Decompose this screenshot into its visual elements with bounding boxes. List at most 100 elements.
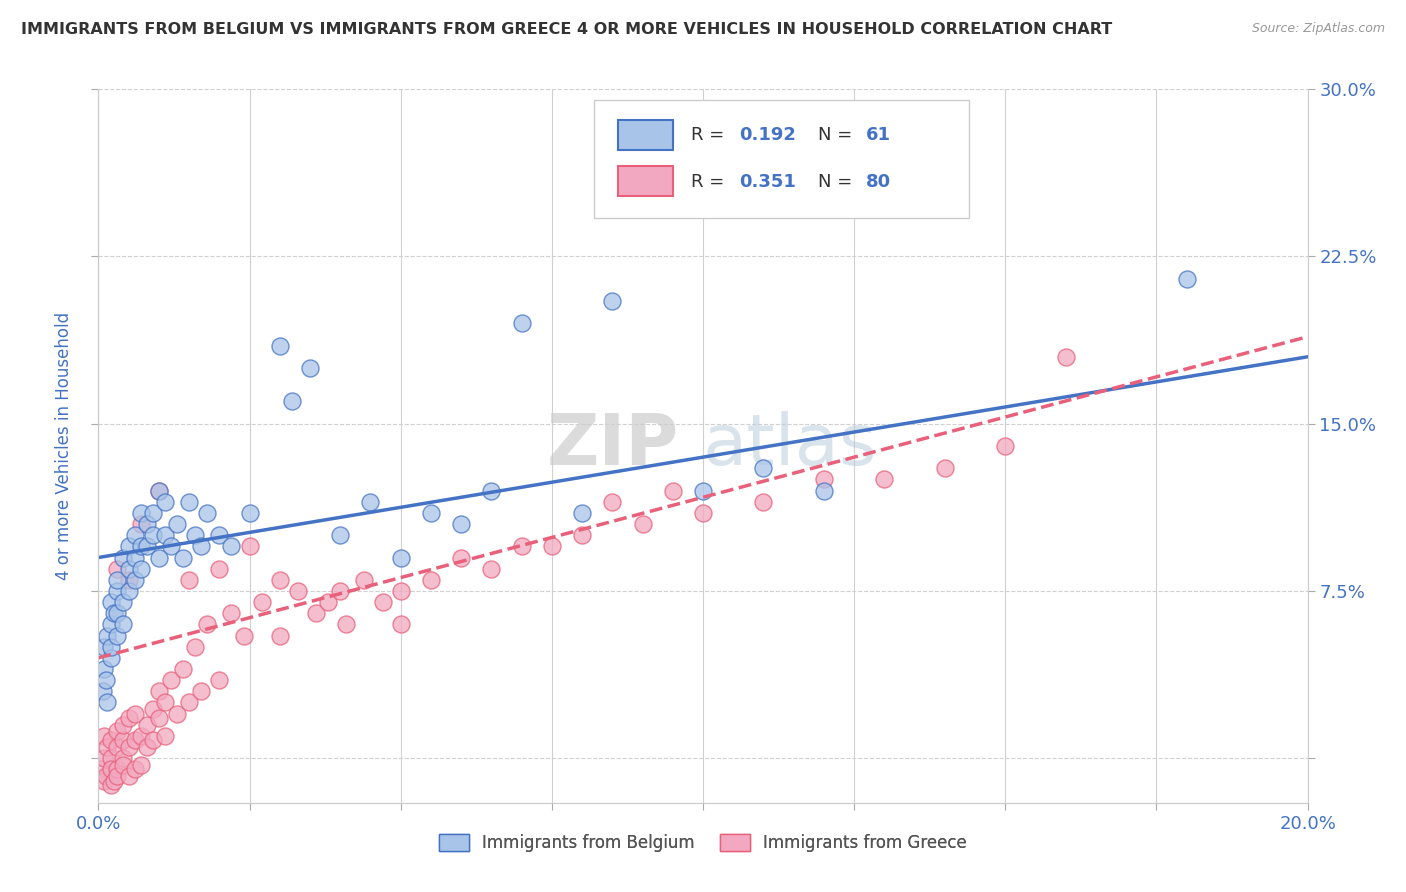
Point <box>208 673 231 687</box>
Text: ZIP: ZIP <box>547 411 679 481</box>
Point <box>813 483 835 498</box>
Point <box>118 711 141 725</box>
Point <box>100 762 122 776</box>
Point <box>195 617 218 632</box>
Point <box>329 528 352 542</box>
Point <box>142 733 165 747</box>
Point <box>103 607 125 621</box>
Point <box>269 338 291 352</box>
Point <box>166 706 188 721</box>
Point <box>371 595 394 609</box>
Point <box>153 729 176 743</box>
Point <box>481 483 503 498</box>
Point <box>934 461 956 475</box>
Point <box>148 483 170 498</box>
Point <box>221 539 243 553</box>
Point <box>129 506 152 520</box>
Point <box>100 778 122 792</box>
Point <box>172 550 194 565</box>
Y-axis label: 4 or more Vehicles in Household: 4 or more Vehicles in Household <box>55 312 73 580</box>
Point <box>111 617 134 632</box>
Point <box>281 394 304 409</box>
Point <box>111 717 134 731</box>
Point <box>142 506 165 520</box>
FancyBboxPatch shape <box>619 166 672 196</box>
Point <box>510 316 533 330</box>
Point <box>450 550 472 565</box>
Point <box>96 696 118 710</box>
Point <box>96 740 118 755</box>
Point <box>195 506 218 520</box>
Point <box>571 506 593 520</box>
Point <box>111 751 134 765</box>
Point <box>93 729 115 743</box>
Point <box>93 773 115 788</box>
Point <box>190 684 212 698</box>
Text: N =: N = <box>818 126 858 144</box>
Point <box>100 751 122 765</box>
Point <box>148 483 170 498</box>
Point <box>111 733 134 747</box>
Point <box>316 595 339 609</box>
Point <box>540 539 562 553</box>
Point <box>160 539 183 553</box>
Point <box>135 717 157 731</box>
Point <box>389 617 412 632</box>
Point <box>129 758 152 772</box>
Point <box>287 583 309 598</box>
Point <box>100 640 122 654</box>
Point <box>93 640 115 654</box>
Point <box>250 595 273 609</box>
Point <box>172 662 194 676</box>
Point <box>135 516 157 531</box>
Text: IMMIGRANTS FROM BELGIUM VS IMMIGRANTS FROM GREECE 4 OR MORE VEHICLES IN HOUSEHOL: IMMIGRANTS FROM BELGIUM VS IMMIGRANTS FR… <box>21 22 1112 37</box>
Point <box>105 562 128 576</box>
Point <box>329 583 352 598</box>
Text: N =: N = <box>818 173 858 191</box>
Point <box>221 607 243 621</box>
Point <box>335 617 357 632</box>
Point <box>100 617 122 632</box>
Point <box>160 673 183 687</box>
Legend: Immigrants from Belgium, Immigrants from Greece: Immigrants from Belgium, Immigrants from… <box>432 827 974 859</box>
Text: 61: 61 <box>866 126 891 144</box>
Point <box>571 528 593 542</box>
Point <box>420 573 443 587</box>
Point <box>93 751 115 765</box>
Point <box>118 573 141 587</box>
Point <box>389 550 412 565</box>
Point <box>602 293 624 308</box>
Point <box>105 740 128 755</box>
Point <box>124 573 146 587</box>
Point <box>239 506 262 520</box>
Point <box>179 696 201 710</box>
Point <box>118 562 141 576</box>
Point <box>353 573 375 587</box>
Point <box>94 769 117 783</box>
Point <box>692 506 714 520</box>
Point <box>153 528 176 542</box>
Point <box>269 628 291 642</box>
Point <box>184 528 207 542</box>
Point <box>299 360 322 375</box>
Point <box>100 651 122 665</box>
Point <box>96 628 118 642</box>
Point <box>813 472 835 486</box>
Point <box>93 662 115 676</box>
Point <box>148 684 170 698</box>
Point <box>124 528 146 542</box>
Point <box>190 539 212 553</box>
Point <box>111 550 134 565</box>
Point <box>100 595 122 609</box>
Point <box>105 762 128 776</box>
Point <box>420 506 443 520</box>
Point <box>105 573 128 587</box>
Point <box>602 494 624 508</box>
Point <box>105 607 128 621</box>
Point <box>118 583 141 598</box>
Point <box>105 724 128 739</box>
Point <box>994 439 1017 453</box>
Point <box>124 706 146 721</box>
Point <box>661 483 683 498</box>
Point <box>179 494 201 508</box>
